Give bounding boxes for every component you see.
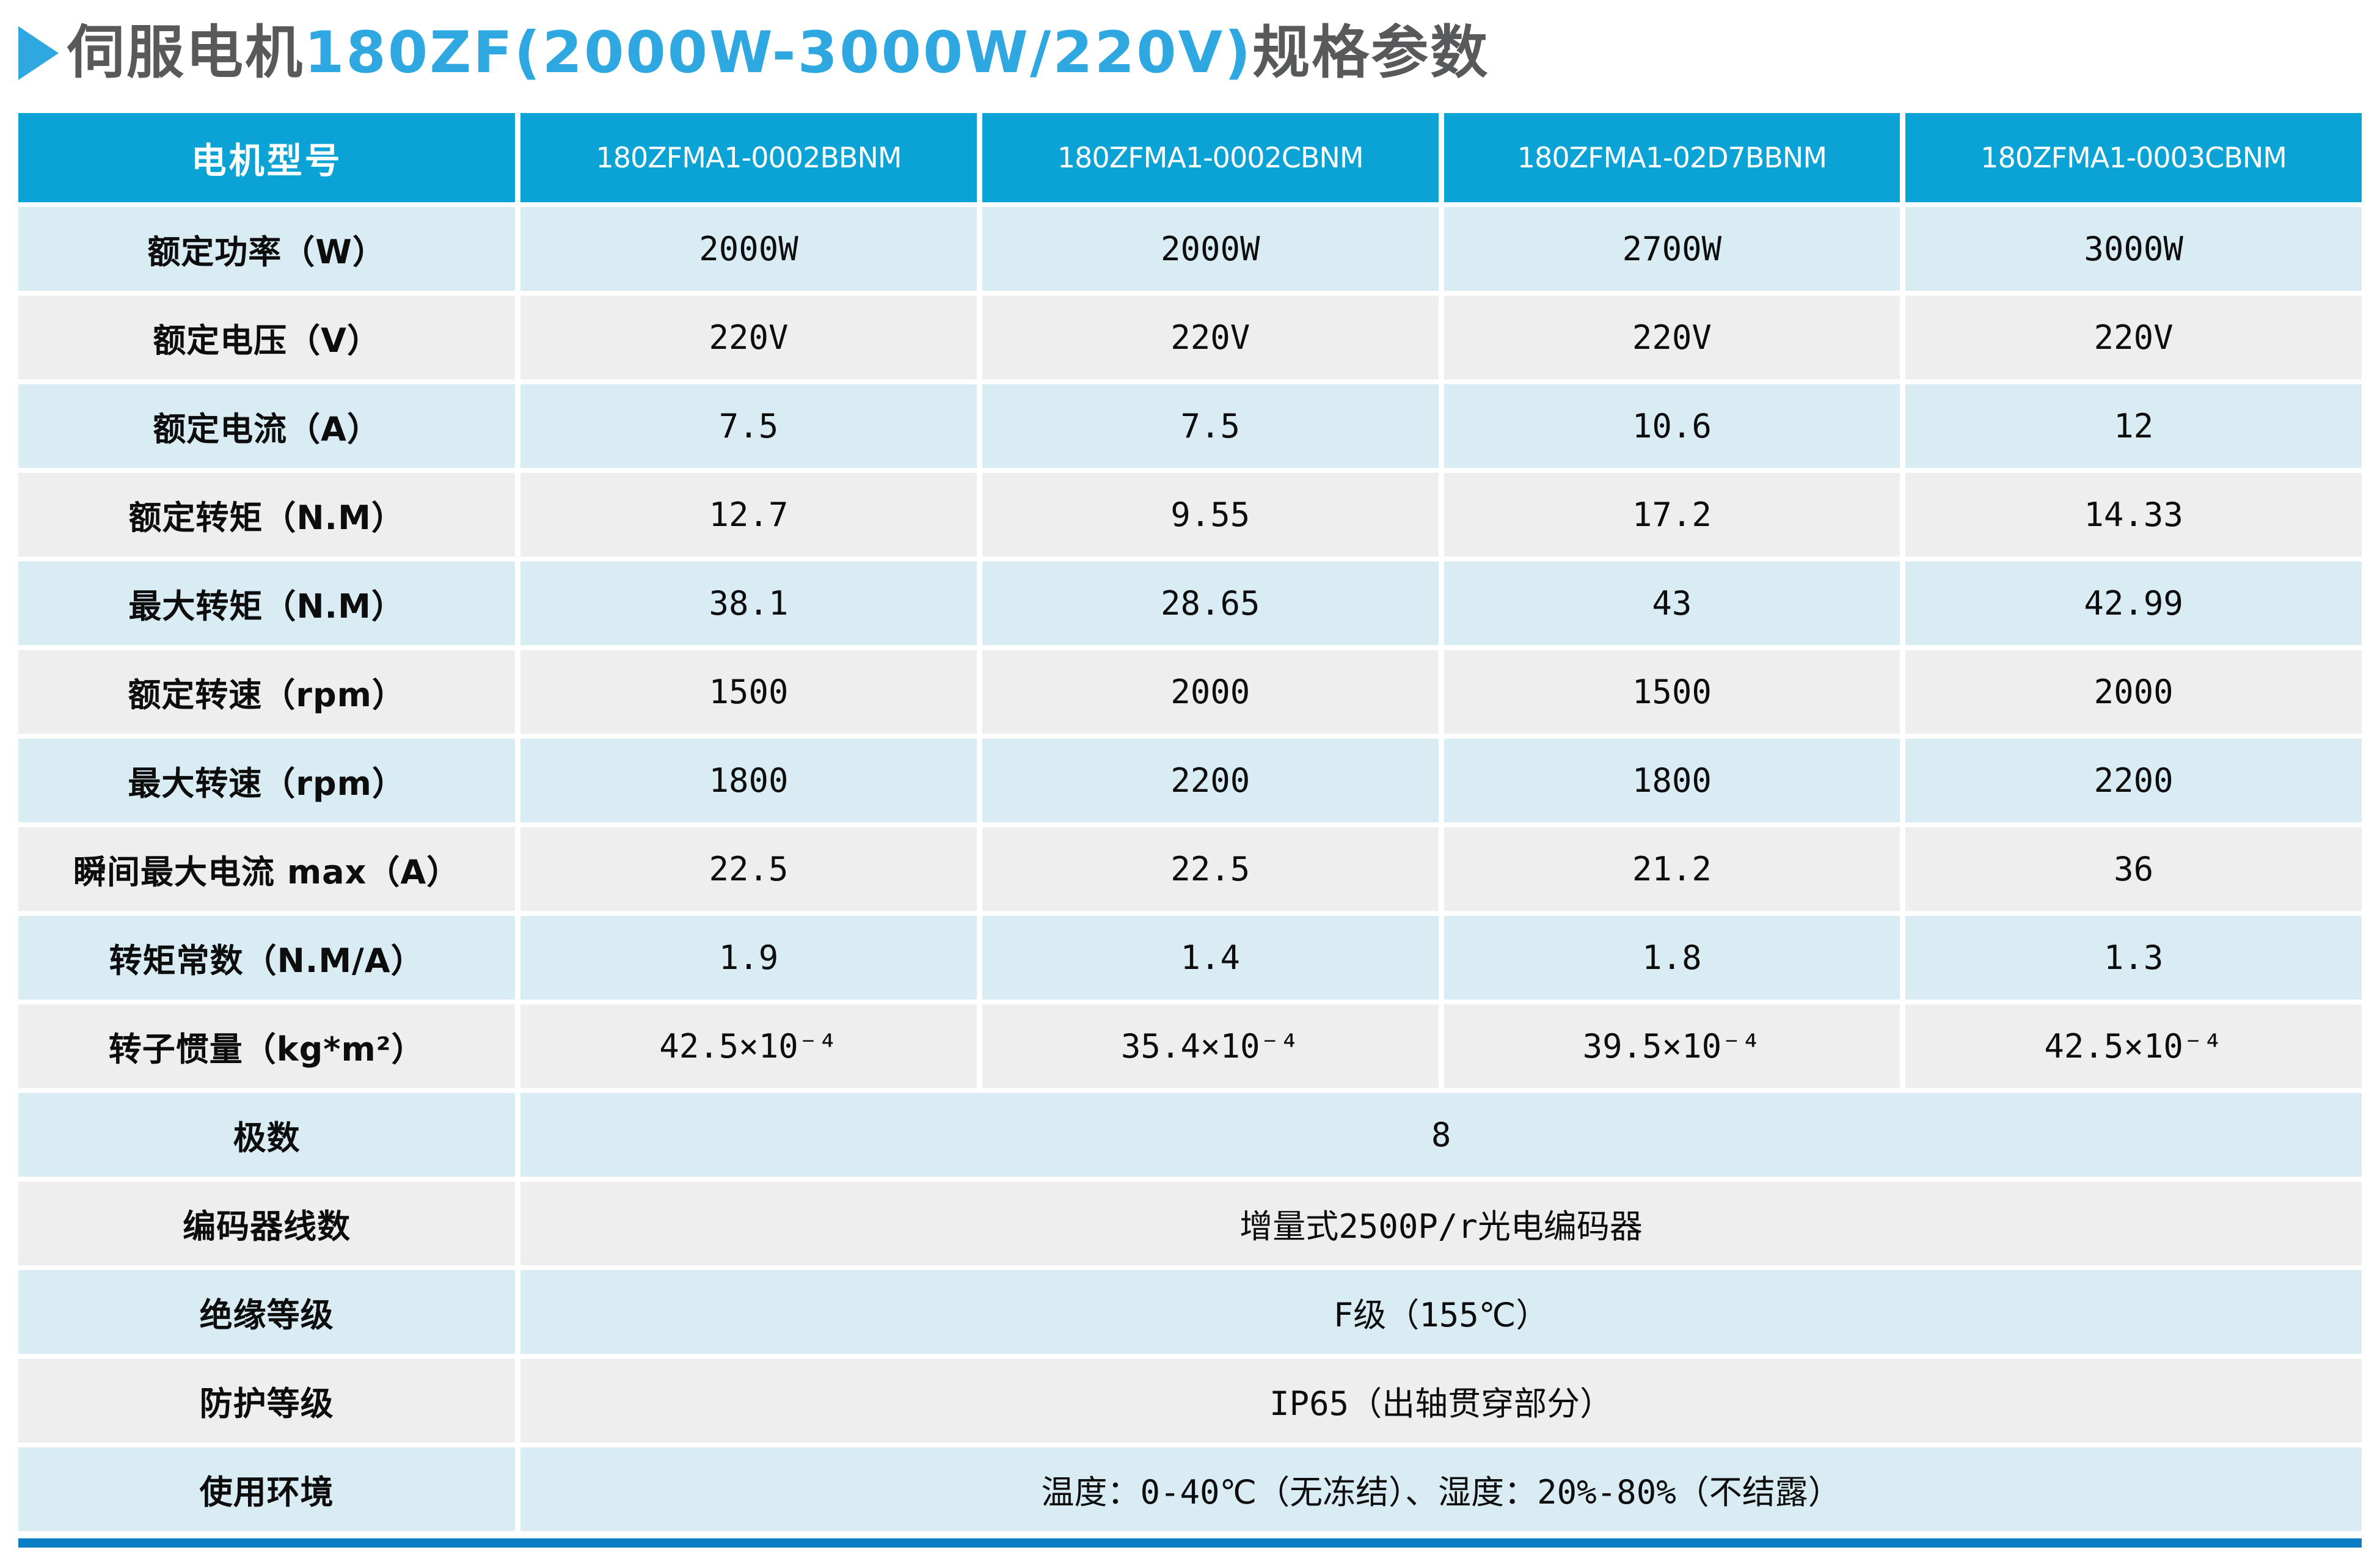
row-label: 绝缘等级	[18, 1270, 516, 1354]
spec-value: 39.5×10⁻⁴	[1444, 1004, 1900, 1088]
spec-value: 1.4	[982, 916, 1439, 1000]
table-row: 最大转矩（N.M） 38.1 28.65 43 42.99	[18, 561, 2362, 645]
arrow-right-icon	[18, 26, 59, 80]
table-row: 转矩常数（N.M/A） 1.9 1.4 1.8 1.3	[18, 916, 2362, 1000]
row-label: 极数	[18, 1093, 516, 1177]
title-prefix: 伺服电机	[67, 20, 305, 86]
spec-value: 42.5×10⁻⁴	[520, 1004, 977, 1088]
spec-value: 12	[1905, 384, 2362, 468]
spec-table: 电机型号 180ZFMA1-0002BBNM 180ZFMA1-0002CBNM 18…	[13, 108, 2367, 1536]
table-row: 额定功率（W） 2000W 2000W 2700W 3000W	[18, 207, 2362, 291]
spec-value: 17.2	[1444, 473, 1900, 557]
header-row: 电机型号 180ZFMA1-0002BBNM 180ZFMA1-0002CBNM 18…	[18, 113, 2362, 202]
spec-value: 1800	[520, 739, 977, 822]
row-label: 防护等级	[18, 1359, 516, 1442]
row-label: 额定转速（rpm）	[18, 650, 516, 734]
spec-value: 3000W	[1905, 207, 2362, 291]
spec-value: 1800	[1444, 739, 1900, 822]
title-model-range: 180ZF(2000W-3000W/220V)	[304, 20, 1253, 86]
spec-value: 2000	[1905, 650, 2362, 734]
table-row: 编码器线数 增量式2500P/r光电编码器	[18, 1182, 2362, 1265]
table-row: 额定转速（rpm） 1500 2000 1500 2000	[18, 650, 2362, 734]
spec-value: 2200	[1905, 739, 2362, 822]
row-label: 转子惯量（kg*m²）	[18, 1004, 516, 1088]
table-row: 转子惯量（kg*m²） 42.5×10⁻⁴ 35.4×10⁻⁴ 39.5×10⁻⁴ 42…	[18, 1004, 2362, 1088]
table-row: 额定电流（A） 7.5 7.5 10.6 12	[18, 384, 2362, 468]
spec-value-merged: IP65（出轴贯穿部分）	[520, 1359, 2362, 1442]
table-row: 绝缘等级 F级（155℃）	[18, 1270, 2362, 1354]
row-label: 最大转速（rpm）	[18, 739, 516, 822]
spec-value: 42.5×10⁻⁴	[1905, 1004, 2362, 1088]
spec-value: 22.5	[982, 827, 1439, 911]
column-header-label: 电机型号	[18, 113, 516, 202]
spec-value: 2000W	[520, 207, 977, 291]
row-label: 使用环境	[18, 1447, 516, 1531]
spec-value: 22.5	[520, 827, 977, 911]
spec-value: 220V	[520, 296, 977, 379]
row-label: 额定电流（A）	[18, 384, 516, 468]
title-suffix: 规格参数	[1252, 20, 1490, 86]
spec-value: 35.4×10⁻⁴	[982, 1004, 1439, 1088]
spec-value: 9.55	[982, 473, 1439, 557]
spec-value: 10.6	[1444, 384, 1900, 468]
table-row: 额定转矩（N.M） 12.7 9.55 17.2 14.33	[18, 473, 2362, 557]
spec-table-wrapper: 电机型号 180ZFMA1-0002BBNM 180ZFMA1-0002CBNM 18…	[13, 108, 2367, 1536]
spec-value: 38.1	[520, 561, 977, 645]
column-header-model: 180ZFMA1-0002CBNM	[982, 113, 1439, 202]
spec-value: 42.99	[1905, 561, 2362, 645]
spec-value: 7.5	[982, 384, 1439, 468]
row-label: 额定转矩（N.M）	[18, 473, 516, 557]
spec-value-merged: 温度：0-40℃（无冻结）、湿度：20%-80%（不结露）	[520, 1447, 2362, 1531]
spec-value-merged: 增量式2500P/r光电编码器	[520, 1182, 2362, 1265]
spec-value: 28.65	[982, 561, 1439, 645]
spec-value: 1500	[520, 650, 977, 734]
spec-value: 43	[1444, 561, 1900, 645]
row-label: 瞬间最大电流 max（A）	[18, 827, 516, 911]
column-header-model: 180ZFMA1-0003CBNM	[1905, 113, 2362, 202]
bottom-accent-bar	[18, 1538, 2362, 1548]
table-row: 最大转速（rpm） 1800 2200 1800 2200	[18, 739, 2362, 822]
row-label: 编码器线数	[18, 1182, 516, 1265]
spec-value-merged: F级（155℃）	[520, 1270, 2362, 1354]
spec-value: 1.9	[520, 916, 977, 1000]
spec-value: 1500	[1444, 650, 1900, 734]
spec-value: 220V	[982, 296, 1439, 379]
spec-value: 36	[1905, 827, 2362, 911]
row-label: 额定电压（V）	[18, 296, 516, 379]
spec-value: 21.2	[1444, 827, 1900, 911]
spec-value: 2000	[982, 650, 1439, 734]
spec-value: 2700W	[1444, 207, 1900, 291]
spec-value: 14.33	[1905, 473, 2362, 557]
spec-value: 2000W	[982, 207, 1439, 291]
page-header: 伺服电机180ZF(2000W-3000W/220V)规格参数	[18, 13, 1489, 93]
table-row: 瞬间最大电流 max（A） 22.5 22.5 21.2 36	[18, 827, 2362, 911]
table-row: 额定电压（V） 220V 220V 220V 220V	[18, 296, 2362, 379]
spec-value: 12.7	[520, 473, 977, 557]
column-header-model: 180ZFMA1-0002BBNM	[520, 113, 977, 202]
spec-value: 1.3	[1905, 916, 2362, 1000]
page-title: 伺服电机180ZF(2000W-3000W/220V)规格参数	[67, 24, 1489, 82]
spec-table-body: 额定功率（W） 2000W 2000W 2700W 3000W 额定电压（V） 220V 22…	[18, 207, 2362, 1531]
row-label: 转矩常数（N.M/A）	[18, 916, 516, 1000]
spec-value: 7.5	[520, 384, 977, 468]
spec-value: 220V	[1905, 296, 2362, 379]
row-label: 最大转矩（N.M）	[18, 561, 516, 645]
row-label: 额定功率（W）	[18, 207, 516, 291]
table-row: 使用环境 温度：0-40℃（无冻结）、湿度：20%-80%（不结露）	[18, 1447, 2362, 1531]
table-row: 极数 8	[18, 1093, 2362, 1177]
column-header-model: 180ZFMA1-02D7BBNM	[1444, 113, 1900, 202]
spec-value: 2200	[982, 739, 1439, 822]
table-row: 防护等级 IP65（出轴贯穿部分）	[18, 1359, 2362, 1442]
spec-value: 1.8	[1444, 916, 1900, 1000]
spec-value-merged: 8	[520, 1093, 2362, 1177]
spec-value: 220V	[1444, 296, 1900, 379]
